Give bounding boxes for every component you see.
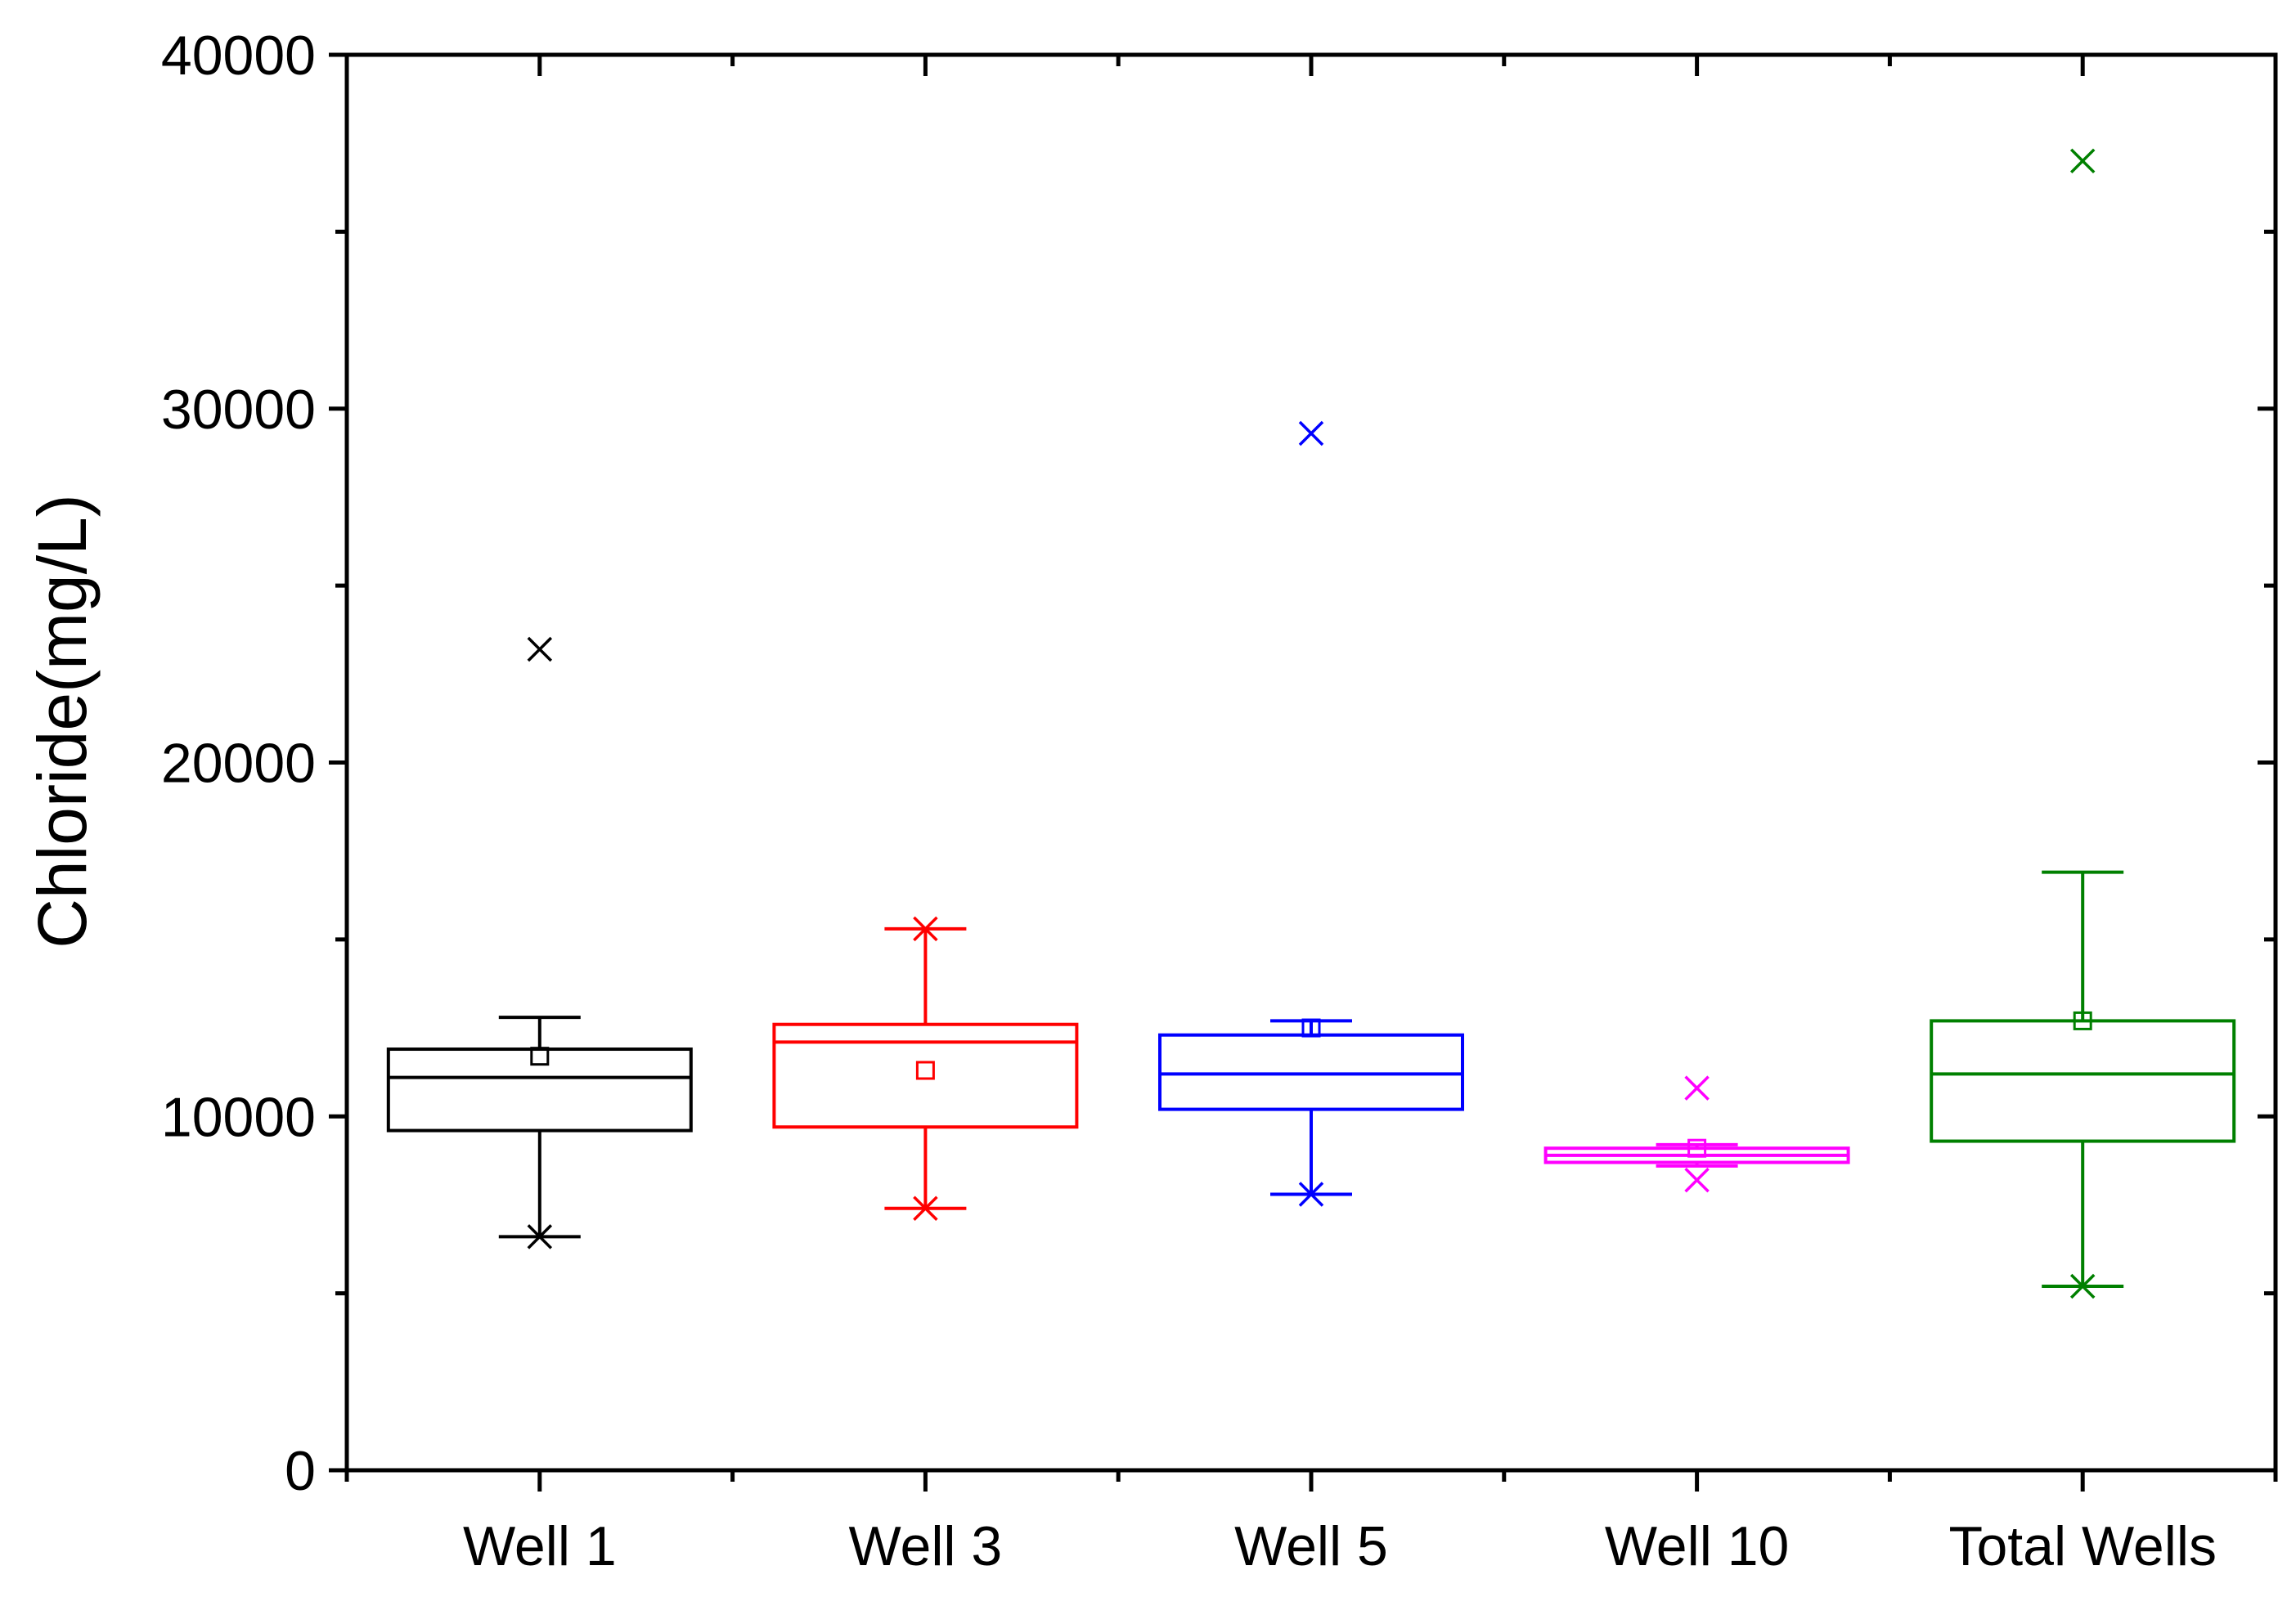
max-marker	[1684, 1075, 1710, 1101]
x-tick-label: Well 10	[1605, 1515, 1790, 1577]
max-marker	[2069, 148, 2096, 174]
y-tick-label: 10000	[161, 1086, 316, 1148]
x-tick-label: Well 3	[849, 1515, 1003, 1577]
y-axis-title: Chloride(mg/L)	[24, 494, 101, 949]
box-iqr	[1158, 1033, 1464, 1111]
y-tick-label: 0	[285, 1440, 316, 1502]
box-group-well-1	[386, 636, 693, 1249]
box-iqr	[386, 1047, 693, 1133]
axis-ticks: 0 10000 20000 30000 40000 Well 1 Well 3 Well 5 W…	[161, 25, 2278, 1577]
box-iqr	[1930, 1019, 2236, 1143]
mean-marker	[1687, 1138, 1707, 1158]
x-tick-label: Well 1	[463, 1515, 617, 1577]
min-marker	[913, 1196, 938, 1222]
mean-marker	[1301, 1018, 1321, 1038]
mean-marker	[2073, 1011, 2092, 1030]
min-marker	[2069, 1273, 2096, 1299]
box-group-well-5	[1158, 420, 1464, 1207]
max-marker	[1298, 420, 1324, 446]
min-marker	[527, 1224, 553, 1249]
box-series	[386, 148, 2236, 1299]
box-iqr	[772, 1022, 1079, 1129]
y-tick-label: 40000	[161, 25, 316, 87]
mean-marker	[915, 1061, 935, 1080]
y-tick-label: 20000	[161, 733, 316, 795]
x-tick-label: Well 5	[1234, 1515, 1388, 1577]
box-group-total-wells	[1930, 148, 2236, 1299]
min-marker	[1298, 1182, 1324, 1207]
y-tick-label: 30000	[161, 379, 316, 441]
plot-frame	[344, 52, 2278, 1473]
box-group-well-10	[1543, 1075, 1850, 1193]
max-marker	[527, 636, 553, 662]
box-group-well-3	[772, 916, 1079, 1222]
x-tick-label: Total Wells	[1948, 1515, 2217, 1577]
mean-marker	[530, 1047, 550, 1066]
max-marker	[913, 916, 938, 942]
min-marker	[1684, 1167, 1710, 1193]
